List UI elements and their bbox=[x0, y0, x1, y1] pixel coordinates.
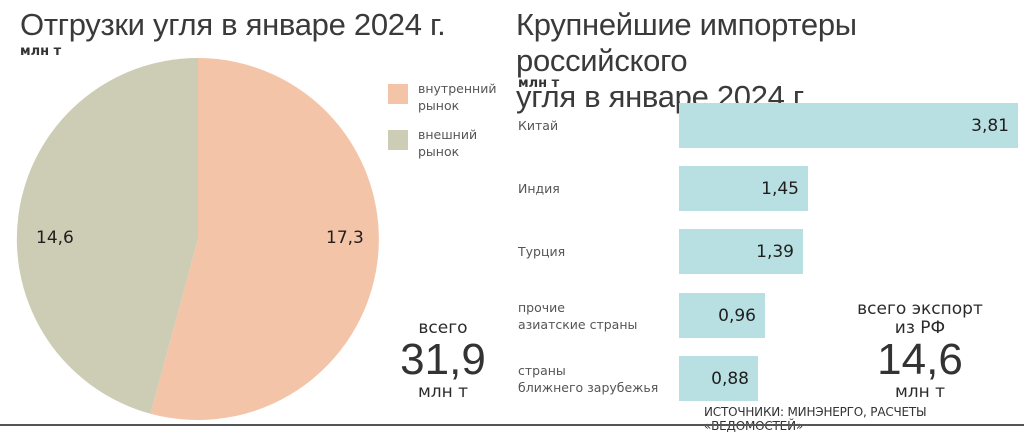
bar-value-other-asia: 0,96 bbox=[718, 305, 756, 326]
bar-india: 1,45 bbox=[679, 166, 808, 211]
bar-value-near-abroad: 0,88 bbox=[711, 368, 749, 389]
export-total-label-line2: из РФ bbox=[894, 318, 946, 338]
bar-value-india: 1,45 bbox=[761, 178, 799, 199]
pie-total-value: 31,9 bbox=[400, 335, 486, 384]
pie-label-external: 14,6 bbox=[36, 228, 74, 248]
bar-label-other-asia: прочие азиатские страны bbox=[518, 299, 638, 332]
legend-swatch-domestic bbox=[388, 84, 408, 104]
bar-label-china: Китай bbox=[518, 118, 559, 133]
bar-label-near-abroad: страны ближнего зарубежья bbox=[518, 362, 659, 395]
bar-chart-title: Крупнейшие импортеры российского угля в … bbox=[516, 7, 1024, 115]
bar-china: 3,81 bbox=[679, 103, 1018, 148]
export-total-block: всего экспорт из РФ 14,6 млн т bbox=[850, 299, 990, 403]
export-total-unit: млн т bbox=[894, 382, 946, 402]
bar-unit-label: млн т bbox=[518, 76, 560, 91]
pie-label-domestic: 17,3 bbox=[326, 228, 364, 248]
pie-chart bbox=[16, 57, 379, 420]
bar-value-turkey: 1,39 bbox=[756, 241, 794, 262]
bar-chart-title-line1: Крупнейшие импортеры российского bbox=[516, 7, 857, 78]
bar-turkey: 1,39 bbox=[679, 229, 803, 274]
legend-label-external: внешний рынок bbox=[418, 127, 478, 159]
bar-value-china: 3,81 bbox=[971, 115, 1009, 136]
export-total-value: 14,6 bbox=[877, 335, 963, 384]
bottom-divider bbox=[0, 424, 1024, 426]
pie-chart-title: Отгрузки угля в январе 2024 г. bbox=[20, 7, 446, 42]
pie-total-unit: млн т bbox=[417, 382, 469, 402]
bar-near-abroad: 0,88 bbox=[679, 356, 758, 401]
pie-total-label: всего bbox=[418, 318, 468, 338]
pie-total-block: всего 31,9 млн т bbox=[398, 318, 488, 402]
legend-label-domestic: внутренний рынок bbox=[418, 81, 497, 113]
legend-item-external: внешний рынок bbox=[388, 126, 496, 160]
source-note: ИСТОЧНИКИ: МИНЭНЕРГО, РАСЧЕТЫ «ВЕДОМОСТЕ… bbox=[704, 405, 927, 433]
pie-legend: внутренний рынок внешний рынок bbox=[388, 80, 496, 160]
pie-unit-label: млн т bbox=[20, 44, 62, 59]
bar-other-asia: 0,96 bbox=[679, 293, 765, 338]
bar-label-turkey: Турция bbox=[518, 244, 566, 259]
bar-label-india: Индия bbox=[518, 181, 560, 196]
pie-slice-external bbox=[16, 57, 199, 414]
export-total-label-line1: всего экспорт bbox=[857, 299, 983, 319]
legend-swatch-external bbox=[388, 130, 408, 150]
pie-slice-domestic bbox=[150, 58, 379, 420]
legend-item-domestic: внутренний рынок bbox=[388, 80, 496, 114]
